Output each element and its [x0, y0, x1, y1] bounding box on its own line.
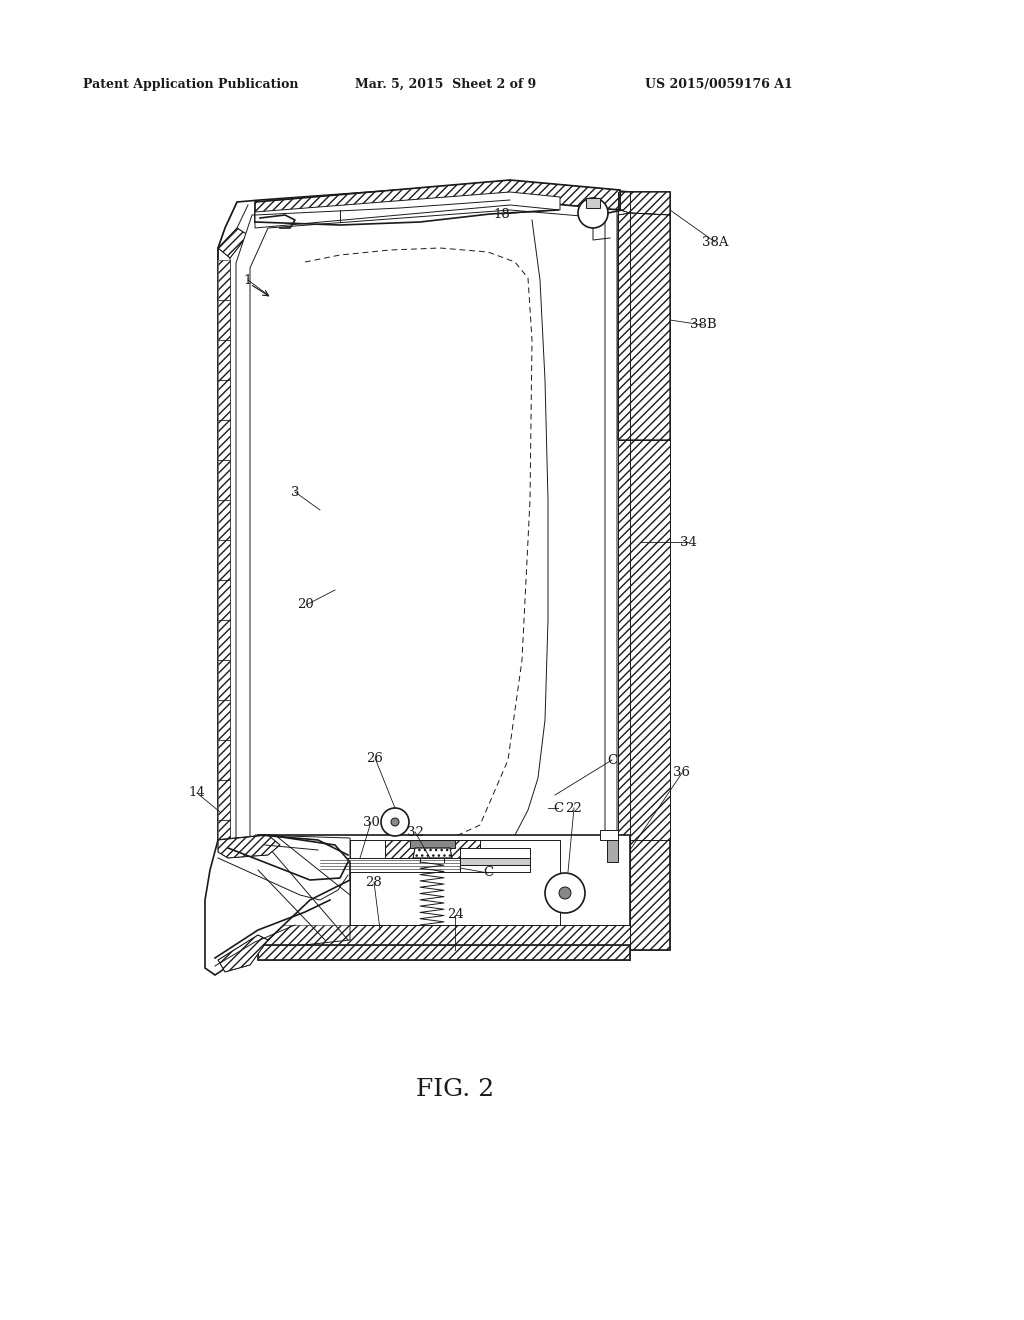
Polygon shape [218, 341, 230, 380]
Polygon shape [218, 660, 230, 700]
Polygon shape [218, 459, 230, 500]
Circle shape [381, 808, 409, 836]
Polygon shape [218, 836, 280, 858]
Text: C: C [553, 801, 563, 814]
Text: 18: 18 [494, 207, 510, 220]
Text: 1: 1 [244, 273, 252, 286]
Text: Patent Application Publication: Patent Application Publication [83, 78, 299, 91]
Polygon shape [218, 182, 630, 931]
Polygon shape [255, 191, 560, 228]
Polygon shape [218, 228, 248, 257]
Circle shape [545, 873, 585, 913]
Polygon shape [218, 380, 230, 420]
Bar [586, 198, 600, 209]
Polygon shape [218, 935, 268, 972]
Polygon shape [618, 440, 670, 840]
Polygon shape [205, 836, 350, 975]
Polygon shape [258, 945, 630, 960]
Polygon shape [258, 836, 630, 950]
Polygon shape [460, 858, 530, 865]
Polygon shape [218, 700, 230, 741]
Polygon shape [218, 260, 230, 300]
Polygon shape [620, 191, 670, 215]
Text: FIG. 2: FIG. 2 [416, 1078, 494, 1101]
Text: 38B: 38B [690, 318, 717, 331]
Text: 3: 3 [291, 486, 299, 499]
Text: US 2015/0059176 A1: US 2015/0059176 A1 [645, 78, 793, 91]
Circle shape [391, 818, 399, 826]
Polygon shape [410, 840, 455, 847]
Polygon shape [258, 925, 630, 950]
Circle shape [578, 198, 608, 228]
Text: 28: 28 [366, 875, 382, 888]
Text: 24: 24 [446, 908, 464, 921]
Text: C: C [607, 754, 617, 767]
Polygon shape [218, 420, 230, 459]
Text: 36: 36 [674, 767, 690, 780]
Polygon shape [460, 847, 530, 858]
Text: 22: 22 [565, 801, 583, 814]
Polygon shape [218, 820, 230, 861]
Polygon shape [236, 195, 617, 917]
Text: 20: 20 [298, 598, 314, 611]
Text: 26: 26 [367, 751, 383, 764]
Polygon shape [318, 858, 500, 873]
Text: C: C [483, 866, 494, 879]
Circle shape [559, 887, 571, 899]
Polygon shape [255, 836, 350, 950]
Polygon shape [607, 838, 618, 862]
Polygon shape [413, 847, 452, 858]
Polygon shape [618, 213, 670, 440]
Text: 34: 34 [680, 536, 696, 549]
Text: Mar. 5, 2015  Sheet 2 of 9: Mar. 5, 2015 Sheet 2 of 9 [355, 78, 537, 91]
Polygon shape [630, 191, 670, 950]
Polygon shape [385, 840, 480, 858]
Text: 32: 32 [407, 825, 424, 838]
Text: 14: 14 [188, 787, 206, 800]
Text: 30: 30 [362, 816, 380, 829]
Polygon shape [218, 300, 230, 341]
Polygon shape [218, 861, 230, 880]
Polygon shape [218, 500, 230, 540]
Polygon shape [250, 210, 605, 884]
Polygon shape [460, 865, 530, 873]
Polygon shape [218, 620, 230, 660]
Polygon shape [255, 180, 620, 222]
Polygon shape [350, 840, 560, 925]
Polygon shape [218, 540, 230, 579]
Polygon shape [218, 741, 230, 780]
Polygon shape [218, 780, 230, 820]
Polygon shape [218, 579, 230, 620]
Polygon shape [600, 830, 618, 840]
Text: 38A: 38A [701, 235, 728, 248]
